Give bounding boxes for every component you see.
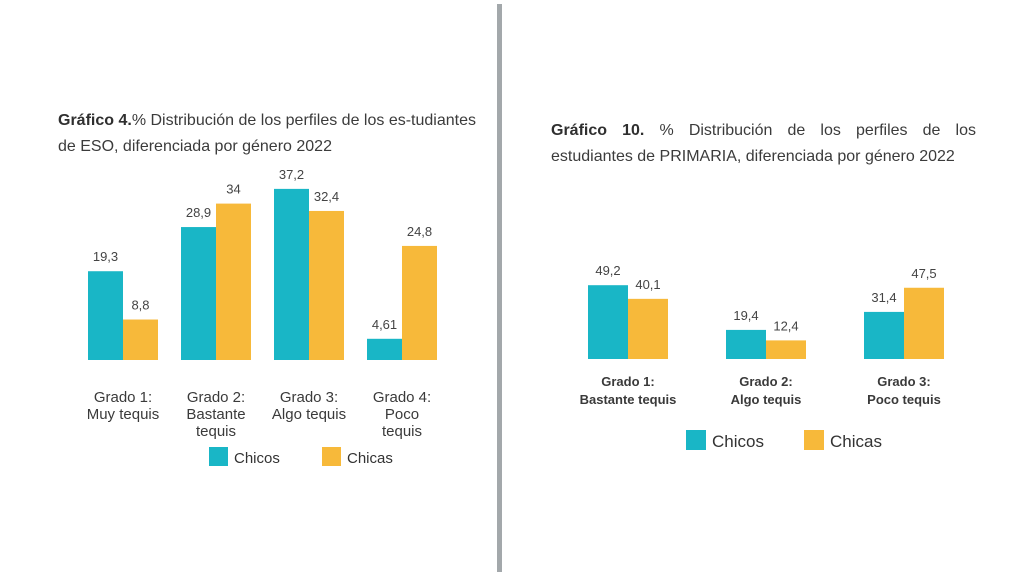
eso-category-label-1-line-2: Muy tequis: [87, 406, 160, 423]
eso-category-label-3-line-2: Algo tequis: [272, 406, 346, 423]
primaria-legend-label-chicos: Chicos: [712, 432, 764, 451]
primaria-bar-chicas-2: [766, 340, 806, 359]
eso-category-label-4-line-2: Poco: [385, 406, 419, 423]
panel-divider: [497, 4, 502, 572]
eso-category-label-2-line-3: tequis: [196, 423, 236, 440]
eso-category-label-4-line-3: tequis: [382, 423, 422, 440]
left-chart-title-text: % Distribución de los perfiles de los es…: [58, 112, 476, 155]
eso-legend-label-chicas: Chicas: [347, 450, 393, 467]
eso-bar-chicos-2: [181, 227, 216, 360]
primaria-legend-swatch-chicas: [804, 430, 824, 450]
eso-legend-label-chicos: Chicos: [234, 450, 280, 467]
eso-value-label-chicas-4: 24,8: [407, 224, 432, 239]
primaria-value-label-chicos-2: 19,4: [733, 308, 758, 323]
eso-bar-chicos-1: [88, 271, 123, 360]
eso-bar-chicas-2: [216, 203, 251, 360]
eso-value-label-chicas-2: 34: [226, 182, 240, 197]
primaria-value-label-chicas-1: 40,1: [635, 277, 660, 292]
eso-value-label-chicos-4: 4,61: [372, 317, 397, 332]
eso-legend-swatch-chicas: [322, 447, 341, 466]
eso-category-label-4-line-1: Grado 4:: [373, 389, 431, 406]
eso-category-label-2-line-2: Bastante: [186, 406, 245, 423]
primaria-bar-chicas-3: [904, 287, 944, 359]
primaria-bar-chicos-3: [864, 311, 904, 359]
eso-category-label-1-line-1: Grado 1:: [94, 389, 152, 406]
primaria-value-label-chicos-1: 49,2: [595, 263, 620, 278]
primaria-bar-chicos-1: [588, 285, 628, 359]
eso-legend-swatch-chicos: [209, 447, 228, 466]
primaria-legend-label-chicas: Chicas: [830, 432, 882, 451]
eso-bar-chicas-1: [123, 319, 158, 360]
eso-value-label-chicas-3: 32,4: [314, 189, 339, 204]
primaria-value-label-chicas-2: 12,4: [773, 318, 798, 333]
right-chart-title-bold: Gráfico 10.: [551, 122, 645, 139]
right-chart-title-text: % Distribución de los perfiles de los es…: [551, 122, 977, 165]
primaria-category-label-2-line-2: Algo tequis: [731, 392, 802, 407]
eso-value-label-chicas-1: 8,8: [131, 298, 149, 313]
eso-bar-chicos-3: [274, 188, 309, 360]
primaria-value-label-chicos-3: 31,4: [871, 290, 896, 305]
left-chart-title: Gráfico 4.% Distribución de los perfiles…: [58, 108, 478, 160]
primaria-value-label-chicas-3: 47,5: [911, 266, 936, 281]
eso-bar-chicas-4: [402, 245, 437, 360]
left-chart-title-bold: Gráfico 4.: [58, 112, 132, 129]
eso-category-label-3-line-1: Grado 3:: [280, 389, 338, 406]
primaria-category-label-2-line-1: Grado 2:: [739, 374, 792, 389]
primaria-bar-chicos-2: [726, 329, 766, 359]
primaria-category-label-1-line-1: Grado 1:: [601, 374, 654, 389]
eso-bar-chicos-4: [367, 338, 402, 360]
primaria-legend-swatch-chicos: [686, 430, 706, 450]
primaria-category-label-1-line-2: Bastante tequis: [580, 392, 677, 407]
eso-value-label-chicos-1: 19,3: [93, 249, 118, 264]
eso-value-label-chicos-3: 37,2: [279, 167, 304, 182]
primaria-category-label-3-line-2: Poco tequis: [867, 392, 941, 407]
right-chart-title: Gráfico 10. % Distribución de los perfil…: [551, 118, 976, 170]
eso-bar-chicas-3: [309, 210, 344, 360]
eso-value-label-chicos-2: 28,9: [186, 205, 211, 220]
primaria-bar-chicas-1: [628, 298, 668, 359]
primaria-category-label-3-line-1: Grado 3:: [877, 374, 930, 389]
eso-category-label-2-line-1: Grado 2:: [187, 389, 245, 406]
